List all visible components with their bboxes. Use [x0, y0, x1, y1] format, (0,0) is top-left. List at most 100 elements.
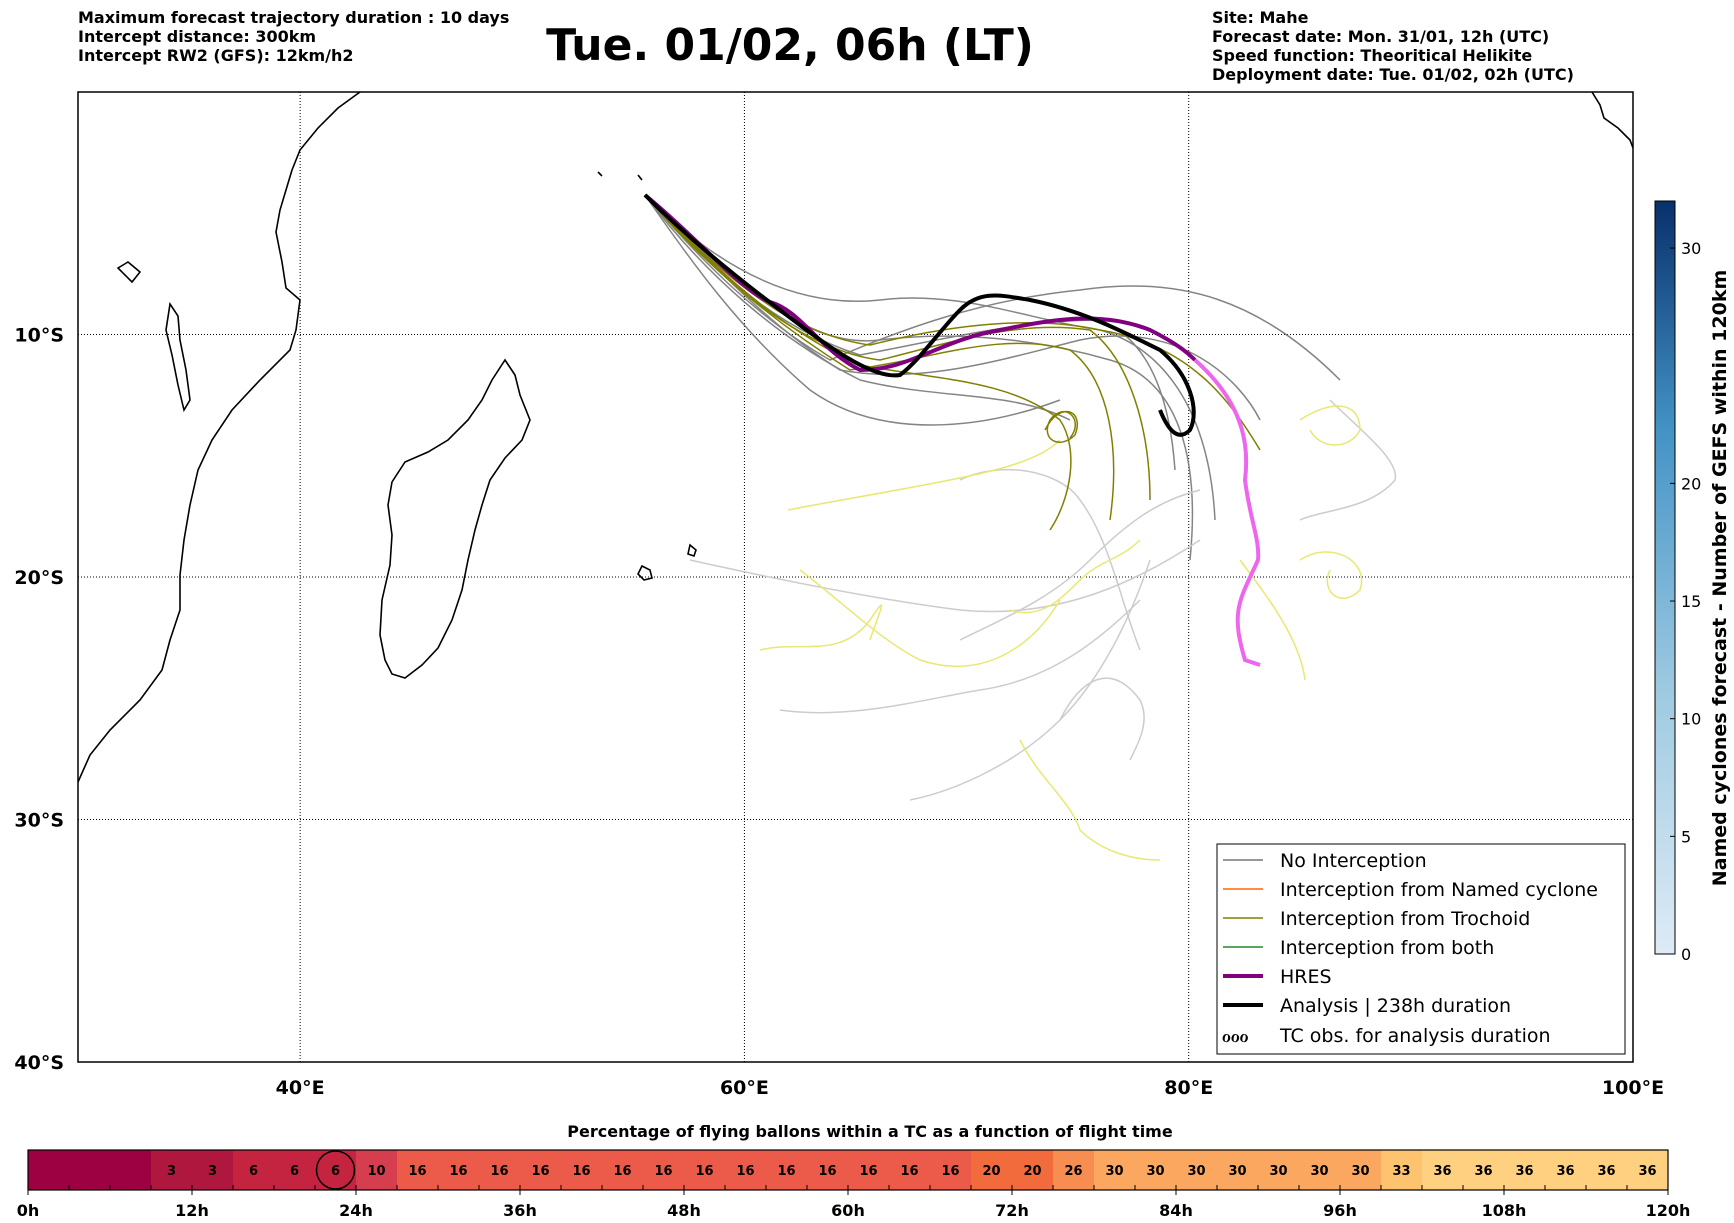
- colorbar-tick-label: 0: [1681, 945, 1691, 964]
- right-colorbar: 0 5 10 15 20 30 Named cyclones forecast - Num…: [1654, 200, 1731, 964]
- track-light-6: [1059, 677, 1145, 761]
- tc-obs-tracks: [759, 405, 1363, 861]
- bottom-bar-cell-value: 36: [1556, 1164, 1574, 1179]
- tc-obs-2: [759, 604, 883, 651]
- bottom-bar-cell: [438, 1150, 480, 1190]
- track-light-2: [779, 599, 1141, 714]
- bottom-bar-time-label: 48h: [667, 1201, 701, 1220]
- bottom-bar-title: Percentage of flying ballons within a TC…: [567, 1122, 1173, 1141]
- bottom-bar-cell: [233, 1150, 275, 1190]
- bottom-bar-cell: [848, 1150, 890, 1190]
- colorbar-tick-label: 5: [1681, 827, 1691, 846]
- bottom-bar-cell-value: 36: [1597, 1164, 1615, 1179]
- bottom-bar-cell-value: 30: [1228, 1164, 1246, 1179]
- lat-tick-label: 20°S: [14, 567, 64, 589]
- track-gray-7: [644, 194, 1071, 421]
- bottom-bar-time-label: 12h: [175, 1201, 209, 1220]
- tc-obs-1: [787, 439, 1061, 511]
- bottom-bar-cell: [1463, 1150, 1505, 1190]
- bottom-bar-cell-value: 16: [736, 1164, 754, 1179]
- map-gridlines: [78, 92, 1633, 1062]
- colorbar-tick-label: 20: [1681, 474, 1701, 493]
- sri-lanka-coast: [1591, 92, 1633, 149]
- africa-coast: [78, 92, 361, 783]
- deployment-date-text: Deployment date: Tue. 01/02, 02h (UTC): [1212, 65, 1574, 84]
- legend-entry-named-cyclone: Interception from Named cyclone: [1223, 879, 1598, 901]
- bottom-bar-cell-value: 16: [490, 1164, 508, 1179]
- bottom-bar-cell: [110, 1150, 152, 1190]
- bottom-bar-cell: [1422, 1150, 1464, 1190]
- bottom-bar-time-label: 60h: [831, 1201, 865, 1220]
- bottom-bar-cell-value: 30: [1146, 1164, 1164, 1179]
- analysis-line: [643, 193, 1196, 437]
- bottom-bar-cell: [1135, 1150, 1177, 1190]
- bottom-bar-cell: [69, 1150, 111, 1190]
- lat-tick-label: 10°S: [14, 325, 64, 347]
- track-olive-4: [644, 194, 1072, 531]
- reunion-island: [687, 543, 697, 558]
- bottom-bar-cell-value: 6: [290, 1164, 299, 1179]
- seychelles-islands: [597, 171, 643, 181]
- header-right: Site: Mahe Forecast date: Mon. 31/01, 12…: [1212, 8, 1574, 84]
- lon-tick-labels: 40°E 60°E 80°E 100°E: [276, 1077, 1664, 1099]
- no-interception-tracks: [644, 194, 1341, 561]
- lon-tick-label: 60°E: [720, 1077, 769, 1099]
- bottom-bar-cell-value: 33: [1392, 1164, 1410, 1179]
- bottom-bar-cell-value: 16: [613, 1164, 631, 1179]
- track-gray-3: [644, 194, 1261, 421]
- track-light-1: [689, 539, 1201, 613]
- hres-early: [643, 193, 1197, 373]
- bottom-bar-cell: [643, 1150, 685, 1190]
- analysis-track: [643, 193, 1196, 437]
- legend-label-analysis: Analysis | 238h duration: [1280, 995, 1511, 1017]
- legend-swatch-tc-obs: ℴℴℴ: [1222, 1025, 1249, 1047]
- bottom-bar-cell: [684, 1150, 726, 1190]
- bottom-bar-cell-value: 20: [982, 1164, 1000, 1179]
- bottom-bar-cell-value: 30: [1187, 1164, 1205, 1179]
- legend-label-both: Interception from both: [1280, 937, 1494, 959]
- bottom-bar-cell-value: 16: [777, 1164, 795, 1179]
- bottom-bar-cell: [1299, 1150, 1341, 1190]
- bottom-bar-cell-value: 16: [695, 1164, 713, 1179]
- bottom-bar-cell-value: 16: [449, 1164, 467, 1179]
- legend-entry-both: Interception from both: [1223, 937, 1494, 959]
- bottom-bar-cell-value: 6: [331, 1164, 340, 1179]
- bottom-bar-cell: [192, 1150, 234, 1190]
- bottom-bar-cell: [561, 1150, 603, 1190]
- bottom-bar-cell: [274, 1150, 316, 1190]
- bottom-bar-time-labels: 0h 12h 24h 36h 48h 60h 72h 84h 96h 108h 120h: [17, 1190, 1691, 1220]
- comoros-island: [116, 261, 142, 284]
- bottom-bar-cell: [397, 1150, 439, 1190]
- madagascar-coast: [379, 358, 531, 679]
- map-title: Tue. 01/02, 06h (LT): [546, 20, 1034, 71]
- map-content: [78, 92, 1633, 1062]
- bottom-bar-time-label: 120h: [1646, 1201, 1691, 1220]
- bottom-bar-cell: [1545, 1150, 1587, 1190]
- bottom-bar-cell: [1217, 1150, 1259, 1190]
- bottom-bar-cell: [930, 1150, 972, 1190]
- bottom-bar-cell-value: 30: [1351, 1164, 1369, 1179]
- legend-label-hres: HRES: [1280, 966, 1332, 988]
- bottom-bar-cell: [602, 1150, 644, 1190]
- speed-function-text: Speed function: Theoritical Helikite: [1212, 46, 1533, 65]
- tc-obs-4: [1019, 739, 1161, 861]
- bottom-bar-time-label: 84h: [1159, 1201, 1193, 1220]
- bottom-bar-cell: [1586, 1150, 1628, 1190]
- colorbar-label: Named cyclones forecast - Number of GEFS…: [1709, 270, 1731, 887]
- bottom-bar-cell-value: 30: [1105, 1164, 1123, 1179]
- bottom-bar-time-label: 108h: [1482, 1201, 1527, 1220]
- lon-tick-label: 100°E: [1602, 1077, 1664, 1099]
- legend-entry-no-interception: No Interception: [1223, 850, 1427, 872]
- hres-track: [643, 193, 1261, 667]
- bottom-bar-cell-value: 26: [1064, 1164, 1082, 1179]
- bottom-bar-cell-value: 3: [167, 1164, 176, 1179]
- bottom-bar-cells: 3 3 6 6 6 10 16 16 16 16 16 16 16 16 16 16 16 16 16 16 20 20 2…: [27, 1149, 1669, 1191]
- lake-outline: [165, 301, 191, 413]
- bottom-bar-cell: [520, 1150, 562, 1190]
- bottom-bar-cell-value: 16: [654, 1164, 672, 1179]
- bottom-bar-cell: [151, 1150, 193, 1190]
- lon-tick-label: 80°E: [1164, 1077, 1213, 1099]
- late-tracks: [689, 399, 1397, 801]
- legend-box: [1216, 843, 1626, 1055]
